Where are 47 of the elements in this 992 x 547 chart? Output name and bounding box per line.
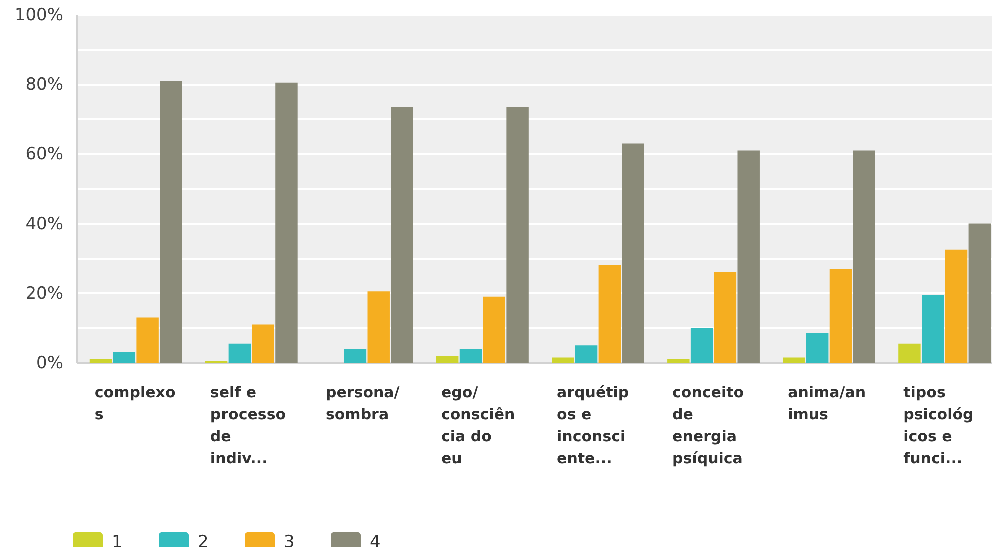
- y-tick-label: 100%: [14, 6, 64, 26]
- bar: [252, 324, 274, 363]
- bar: [945, 250, 968, 363]
- legend-label: 2: [198, 532, 209, 547]
- x-tick-label: ego/ consciência do eu: [441, 384, 516, 468]
- bar: [714, 272, 737, 363]
- bar: [276, 82, 298, 363]
- bar: [506, 107, 529, 363]
- bar: [968, 224, 992, 363]
- y-tick-label: 40%: [26, 214, 64, 234]
- bar: [483, 296, 506, 363]
- bar: [228, 344, 252, 363]
- bar: [552, 358, 574, 363]
- bar: [90, 360, 112, 363]
- bar: [783, 358, 806, 363]
- bar: [668, 360, 690, 363]
- bar: [738, 150, 760, 363]
- bar: [806, 333, 829, 363]
- bar: [830, 269, 852, 363]
- bar: [853, 150, 876, 363]
- bar: [622, 144, 644, 363]
- bar: [344, 349, 367, 363]
- bar: [598, 266, 622, 363]
- bar: [460, 349, 482, 363]
- bar: [368, 292, 390, 363]
- y-tick-label: 60%: [26, 144, 64, 165]
- x-tick-label: persona/ sombra: [326, 384, 400, 424]
- x-tick-label: arquétipos e inconsciente...: [557, 384, 630, 468]
- legend-label: 1: [112, 532, 123, 547]
- y-tick-label: 0%: [36, 354, 64, 374]
- x-tick-label: self e processo de indiv...: [210, 384, 286, 468]
- bar: [113, 352, 136, 363]
- x-tick-label: conceito de energia psíquica: [672, 384, 744, 468]
- bar: [160, 81, 182, 363]
- bar: [690, 328, 714, 363]
- x-tick-label: anima/animus: [788, 384, 866, 424]
- bar: [575, 346, 598, 363]
- y-tick-label: 20%: [26, 284, 64, 304]
- bar: [136, 318, 159, 363]
- x-tick-label: tipos psicológicos e funci...: [904, 384, 974, 468]
- bar: [391, 107, 414, 363]
- x-tick-label: complexos: [94, 384, 176, 424]
- legend-label: 4: [370, 532, 381, 547]
- y-tick-label: 80%: [26, 75, 64, 96]
- bar: [898, 344, 921, 363]
- bar: [922, 295, 944, 363]
- bar: [436, 356, 459, 363]
